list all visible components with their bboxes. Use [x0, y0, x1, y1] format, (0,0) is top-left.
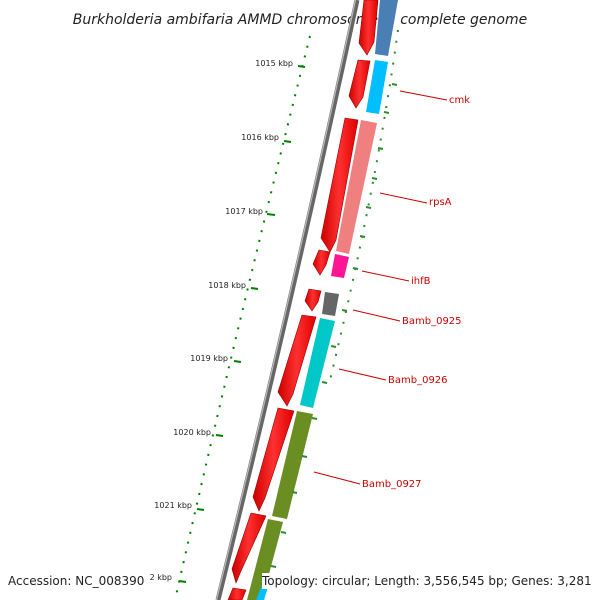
- feature-mark: [301, 455, 308, 458]
- leader-line-bamb-0925: [352, 309, 401, 322]
- gene-label-rpsA[interactable]: rpsA: [429, 197, 452, 208]
- scale-tick: [283, 140, 292, 143]
- scale-tick: [215, 434, 224, 437]
- scale-tick: [297, 65, 306, 68]
- gene-label-ihfB[interactable]: ihfB: [411, 276, 431, 287]
- feature-mark: [270, 565, 277, 568]
- gene-feature[interactable]: [348, 59, 371, 109]
- scale-tick: [250, 287, 259, 290]
- gene-feature-rpsA[interactable]: [336, 120, 377, 254]
- topology-text: Topology: circular; Length: 3,556,545 bp…: [262, 573, 592, 589]
- gene-label-bamb-0927[interactable]: Bamb_0927: [362, 479, 422, 490]
- feature-mark: [383, 111, 390, 114]
- leader-line-cmk: [399, 90, 448, 101]
- tick-label-1017: 1017 kbp: [225, 207, 263, 216]
- forward-strand: [227, 0, 379, 600]
- gene-feature[interactable]: [358, 0, 379, 56]
- scale-dotted-line: [174, 35, 311, 600]
- gene-feature[interactable]: [320, 117, 359, 253]
- feature-mark: [365, 206, 372, 209]
- gene-label-bamb-0926[interactable]: Bamb_0926: [388, 375, 448, 386]
- tick-label-1019: 1019 kbp: [190, 354, 228, 363]
- gene-feature[interactable]: [277, 314, 317, 407]
- gene-label-bamb-0925[interactable]: Bamb_0925: [402, 316, 462, 327]
- gene-label-cmk[interactable]: cmk: [449, 95, 470, 106]
- backbone-highlight: [215, 0, 357, 600]
- feature-mark: [280, 531, 287, 534]
- tick-label-1020: 1020 kbp: [173, 428, 211, 437]
- feature-mark: [371, 177, 378, 180]
- gene-feature[interactable]: [227, 587, 247, 600]
- tick-label-1016: 1016 kbp: [241, 133, 279, 142]
- leader-line-ihfB: [361, 270, 410, 282]
- reverse-strand: [247, 0, 398, 600]
- gene-feature-ihfB[interactable]: [331, 254, 349, 278]
- scale-tick: [196, 508, 205, 511]
- tick-label-1018: 1018 kbp: [208, 281, 246, 290]
- gene-feature-next[interactable]: [247, 519, 283, 600]
- feature-mark: [291, 491, 298, 494]
- gene-feature[interactable]: [231, 512, 267, 584]
- gene-feature-cmk[interactable]: [366, 60, 388, 114]
- scale-ticks: [178, 65, 306, 583]
- feature-mark: [391, 83, 398, 86]
- tick-label-1015: 1015 kbp: [255, 59, 293, 68]
- scale-tick: [266, 213, 276, 216]
- leader-line-rpsA: [379, 192, 428, 204]
- tick-label-1021: 1021 kbp: [154, 501, 192, 510]
- gene-feature[interactable]: [312, 249, 331, 276]
- feature-mark: [321, 381, 328, 384]
- gene-feature-cmk-neighbor[interactable]: [375, 0, 398, 56]
- feature-mark: [377, 147, 384, 150]
- scale-tick: [178, 580, 187, 583]
- feature-mark: [311, 417, 318, 420]
- leader-line-bamb-0927: [313, 471, 361, 485]
- gene-feature[interactable]: [304, 288, 322, 312]
- gene-feature-bamb-0927[interactable]: [272, 411, 313, 519]
- leader-lines: [313, 90, 448, 485]
- tick-label-1022: 2 kbp: [150, 573, 172, 582]
- map-title: Burkholderia ambifaria AMMD chromosome 1…: [73, 12, 527, 28]
- scale-tick: [233, 360, 242, 363]
- gene-feature-bamb-0926[interactable]: [300, 318, 335, 408]
- feature-mark: [330, 345, 337, 348]
- accession-text: Accession: NC_008390: [8, 573, 145, 589]
- leader-line-bamb-0926: [338, 368, 387, 381]
- gene-feature-bamb-0925[interactable]: [322, 292, 339, 316]
- backbone-arc: [215, 0, 360, 600]
- gene-feature[interactable]: [252, 407, 295, 512]
